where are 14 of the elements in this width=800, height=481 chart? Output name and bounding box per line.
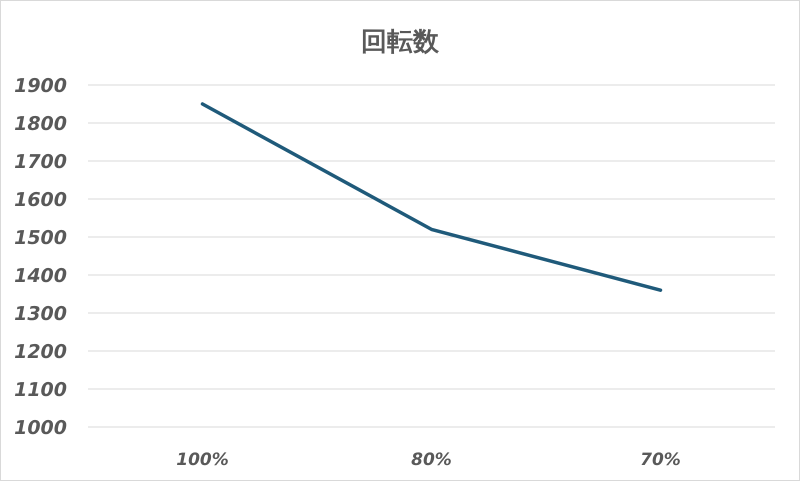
y-tick-label: 1700: [14, 151, 67, 173]
chart-title: 回転数: [361, 27, 440, 57]
y-tick-label: 1900: [14, 75, 67, 97]
y-tick-label: 1600: [14, 189, 67, 211]
x-tick-label: 80%: [411, 450, 452, 470]
y-tick-label: 1400: [14, 265, 67, 287]
y-tick-label: 1100: [14, 379, 67, 401]
x-tick-label: 70%: [640, 450, 681, 470]
y-tick-label: 1000: [14, 417, 67, 439]
y-tick-label: 1500: [14, 227, 67, 249]
y-tick-label: 1800: [14, 113, 67, 135]
y-tick-label: 1200: [14, 341, 67, 363]
y-tick-label: 1300: [14, 303, 67, 325]
x-tick-label: 100%: [176, 450, 229, 470]
